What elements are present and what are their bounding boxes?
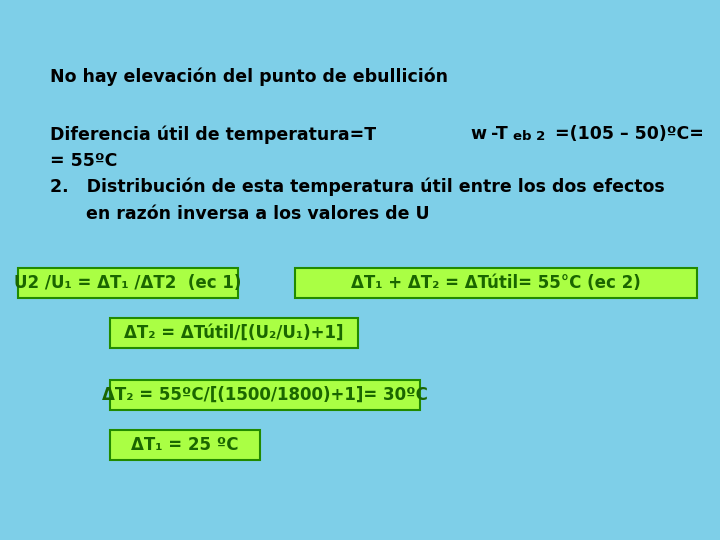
Text: Diferencia útil de temperatura=T: Diferencia útil de temperatura=T [50,125,376,144]
Text: =(105 – 50)ºC=: =(105 – 50)ºC= [554,125,703,143]
FancyBboxPatch shape [110,430,260,460]
Text: eb 2: eb 2 [513,130,545,143]
Text: ΔT₂ = ΔTútil/[(U₂/U₁)+1]: ΔT₂ = ΔTútil/[(U₂/U₁)+1] [125,324,343,342]
Text: ΔT₂ = 55ºC/[(1500/1800)+1]= 30ºC: ΔT₂ = 55ºC/[(1500/1800)+1]= 30ºC [102,386,428,404]
Text: -T: -T [492,125,508,143]
Text: ΔT₁ = 25 ºC: ΔT₁ = 25 ºC [131,436,239,454]
Text: w: w [471,125,487,143]
FancyBboxPatch shape [110,318,358,348]
FancyBboxPatch shape [110,380,420,410]
Text: U2 /U₁ = ΔT₁ /ΔT2  (ec 1): U2 /U₁ = ΔT₁ /ΔT2 (ec 1) [14,274,242,292]
Text: = 55ºC: = 55ºC [50,152,117,170]
Text: en razón inversa a los valores de U: en razón inversa a los valores de U [50,205,430,223]
FancyBboxPatch shape [18,268,238,298]
Text: ΔT₁ + ΔT₂ = ΔTútil= 55°C (ec 2): ΔT₁ + ΔT₂ = ΔTútil= 55°C (ec 2) [351,274,641,292]
Text: No hay elevación del punto de ebullición: No hay elevación del punto de ebullición [50,68,448,86]
Text: 2.   Distribución de esta temperatura útil entre los dos efectos: 2. Distribución de esta temperatura útil… [50,178,665,197]
FancyBboxPatch shape [295,268,697,298]
